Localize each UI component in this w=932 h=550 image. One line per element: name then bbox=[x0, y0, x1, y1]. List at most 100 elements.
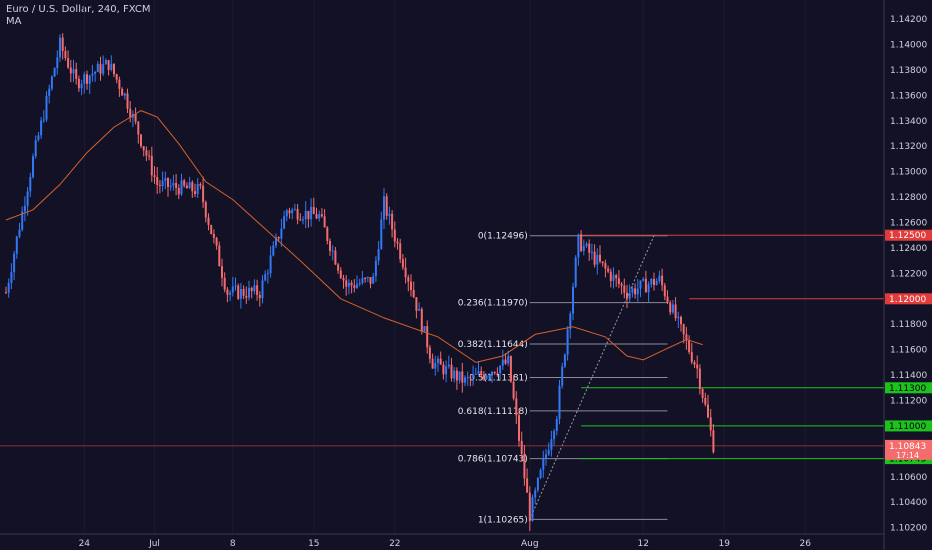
candle-up bbox=[499, 364, 502, 380]
candle-up bbox=[104, 58, 107, 65]
candle-body bbox=[439, 358, 442, 365]
candle-up bbox=[569, 311, 572, 339]
candle-body bbox=[631, 288, 634, 293]
candle-body bbox=[696, 364, 699, 369]
candle-body bbox=[504, 359, 507, 364]
candle-up bbox=[26, 186, 29, 216]
candle-up bbox=[94, 70, 97, 82]
candle-body bbox=[526, 478, 529, 493]
candle-up bbox=[647, 281, 650, 303]
candle-up bbox=[361, 270, 364, 285]
current-price-badge: 1.10843 bbox=[889, 442, 926, 452]
candle-body bbox=[488, 375, 491, 377]
candle-body bbox=[458, 371, 461, 381]
price-tick-label: 1.12200 bbox=[890, 269, 927, 279]
candle-body bbox=[50, 76, 53, 89]
candle-down bbox=[693, 360, 696, 369]
fib-level-label: 0.5(1.11381) bbox=[469, 373, 528, 383]
candle-body bbox=[685, 334, 688, 341]
candle-body bbox=[561, 366, 564, 386]
candle-down bbox=[623, 278, 626, 299]
candle-up bbox=[531, 494, 534, 522]
candle-body bbox=[310, 207, 313, 220]
candle-body bbox=[615, 275, 618, 279]
candle-body bbox=[126, 93, 129, 109]
candle-body bbox=[140, 134, 142, 147]
candle-down bbox=[210, 224, 213, 235]
candle-down bbox=[242, 285, 245, 300]
candle-body bbox=[107, 60, 110, 70]
candle-down bbox=[455, 367, 458, 390]
candle-body bbox=[434, 362, 437, 369]
candle-down bbox=[299, 213, 302, 222]
candle-down bbox=[512, 375, 515, 401]
candle-body bbox=[91, 73, 94, 76]
candle-body bbox=[601, 261, 604, 264]
candle-up bbox=[418, 302, 421, 311]
candle-body bbox=[547, 449, 550, 455]
candle-body bbox=[145, 150, 148, 156]
candle-down bbox=[364, 276, 367, 283]
candle-body bbox=[64, 50, 67, 58]
candle-body bbox=[707, 404, 709, 418]
candle-body bbox=[88, 75, 91, 84]
candle-up bbox=[445, 360, 448, 383]
candle-body bbox=[412, 290, 415, 298]
candle-up bbox=[628, 284, 631, 303]
candle-body bbox=[423, 326, 426, 332]
candle-up bbox=[577, 233, 580, 266]
candle-down bbox=[615, 273, 618, 287]
candle-body bbox=[480, 371, 483, 375]
candle-up bbox=[48, 84, 51, 104]
candle-up bbox=[501, 349, 504, 370]
candle-body bbox=[77, 78, 80, 89]
candle-up bbox=[302, 216, 304, 225]
candle-up bbox=[631, 285, 634, 298]
candle-body bbox=[361, 277, 364, 283]
candle-body bbox=[482, 374, 485, 379]
candle-body bbox=[266, 273, 269, 275]
candle-body bbox=[596, 254, 599, 265]
candle-body bbox=[218, 245, 221, 267]
price-tick-label: 1.13400 bbox=[890, 117, 927, 127]
candle-down bbox=[385, 193, 388, 220]
candle-up bbox=[131, 110, 134, 128]
candle-down bbox=[345, 275, 348, 296]
candle-body bbox=[234, 285, 237, 287]
candle-body bbox=[642, 278, 645, 281]
candle-body bbox=[280, 228, 283, 239]
candle-down bbox=[129, 101, 132, 123]
candle-down bbox=[258, 290, 261, 307]
candle-body bbox=[323, 216, 326, 228]
candle-body bbox=[523, 453, 526, 479]
price-tick-label: 1.12400 bbox=[890, 244, 927, 254]
candle-down bbox=[431, 353, 434, 369]
candle-down bbox=[515, 391, 518, 425]
candle-down bbox=[150, 146, 153, 183]
candle-up bbox=[18, 222, 21, 239]
candle-down bbox=[61, 33, 64, 60]
candle-down bbox=[634, 283, 637, 299]
candle-body bbox=[520, 440, 523, 454]
candle-up bbox=[32, 153, 34, 179]
time-tick-label: Aug bbox=[521, 539, 539, 549]
candle-body bbox=[674, 304, 677, 319]
candle-body bbox=[177, 187, 180, 195]
candle-body bbox=[693, 362, 696, 365]
candle-body bbox=[10, 272, 13, 283]
candle-body bbox=[256, 285, 259, 295]
candle-body bbox=[661, 275, 664, 286]
candle-body bbox=[331, 250, 334, 252]
price-tick-label: 1.14200 bbox=[890, 15, 927, 25]
candle-body bbox=[474, 373, 477, 375]
candle-up bbox=[555, 415, 558, 436]
indicator-label: MA bbox=[6, 16, 22, 27]
candle-down bbox=[334, 247, 337, 266]
candle-body bbox=[148, 155, 151, 157]
candle-down bbox=[407, 274, 410, 292]
candle-body bbox=[83, 74, 86, 84]
candle-down bbox=[410, 274, 412, 297]
candle-up bbox=[358, 278, 361, 287]
candle-up bbox=[72, 59, 75, 83]
